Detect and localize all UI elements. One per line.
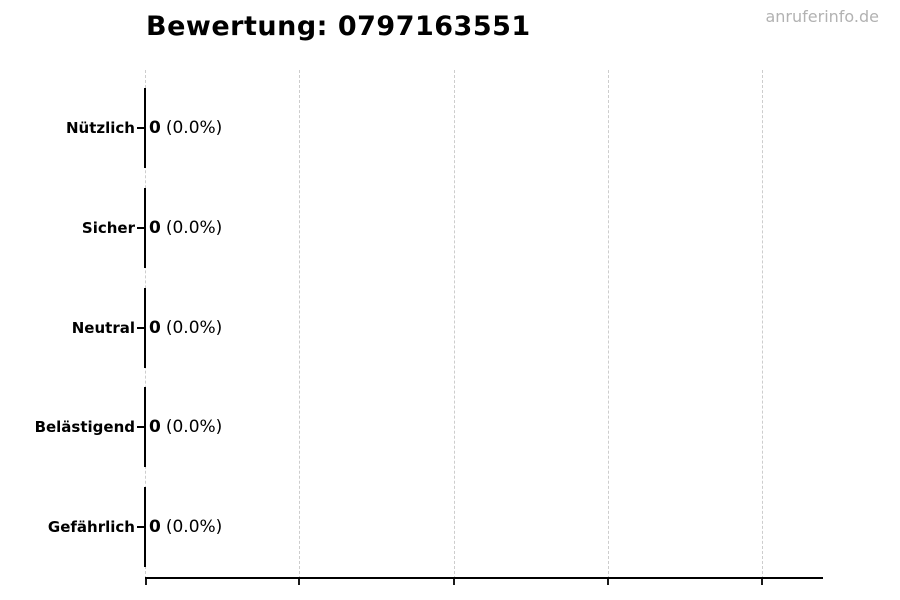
watermark-text: anruferinfo.de [765, 7, 879, 26]
value-annotation: 0 (0.0%) [149, 318, 222, 338]
x-axis-tick [145, 579, 147, 585]
value-annotation: 0 (0.0%) [149, 417, 222, 437]
gridline [762, 70, 763, 579]
value-annotation: 0 (0.0%) [149, 218, 222, 238]
y-axis-tick [137, 327, 144, 329]
zero-width-bar [144, 487, 146, 567]
x-axis-line [145, 577, 823, 579]
x-axis-tick [453, 579, 455, 585]
zero-width-bar [144, 288, 146, 368]
chart-title: Bewertung: 0797163551 [146, 11, 531, 42]
value-percent: (0.0%) [165, 517, 223, 537]
zero-width-bar [144, 387, 146, 467]
value-percent: (0.0%) [165, 218, 223, 238]
value-count: 0 [149, 118, 161, 138]
y-axis-tick [137, 127, 144, 129]
value-annotation: 0 (0.0%) [149, 517, 222, 537]
y-axis-tick [137, 227, 144, 229]
value-percent: (0.0%) [165, 118, 223, 138]
value-count: 0 [149, 417, 161, 437]
gridline [608, 70, 609, 579]
category-label: Neutral [71, 319, 135, 337]
zero-width-bar [144, 188, 146, 268]
x-axis-tick [298, 579, 300, 585]
value-percent: (0.0%) [165, 318, 223, 338]
value-count: 0 [149, 318, 161, 338]
x-axis-tick [607, 579, 609, 585]
value-percent: (0.0%) [165, 417, 223, 437]
x-axis-tick [761, 579, 763, 585]
gridline [454, 70, 455, 579]
value-annotation: 0 (0.0%) [149, 118, 222, 138]
gridline [299, 70, 300, 579]
category-label: Gefährlich [47, 518, 135, 536]
category-label: Belästigend [34, 418, 135, 436]
category-label: Sicher [81, 219, 135, 237]
zero-width-bar [144, 88, 146, 168]
plot-area [145, 70, 823, 585]
y-axis-tick [137, 426, 144, 428]
y-axis-tick [137, 526, 144, 528]
category-label: Nützlich [66, 119, 135, 137]
value-count: 0 [149, 517, 161, 537]
value-count: 0 [149, 218, 161, 238]
